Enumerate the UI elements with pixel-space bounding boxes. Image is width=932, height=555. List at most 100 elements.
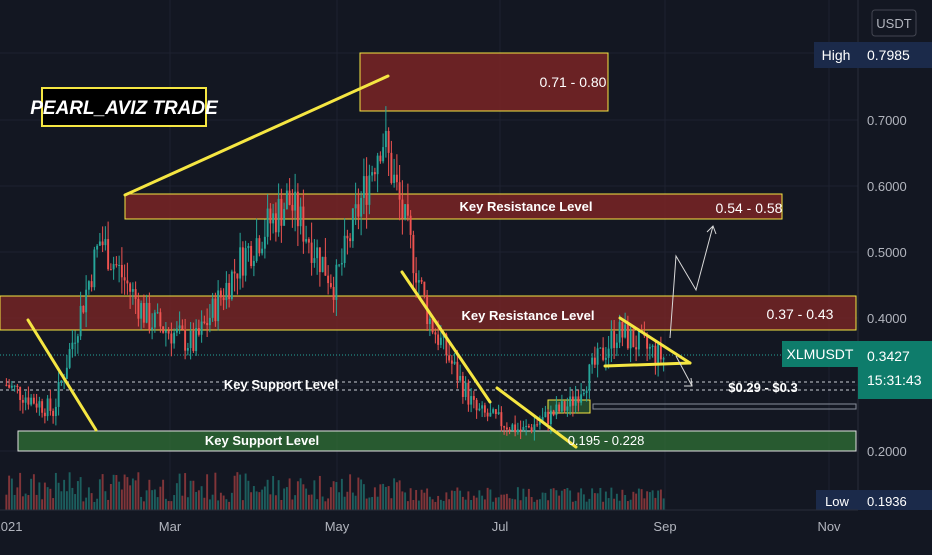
volume-bar — [54, 472, 57, 510]
volume-bar — [346, 491, 349, 510]
volume-bar — [145, 490, 148, 510]
volume-bar — [585, 501, 588, 510]
candle-body — [52, 410, 55, 417]
candle-body — [8, 385, 11, 388]
candle-body — [492, 409, 495, 413]
candle-body — [434, 332, 437, 335]
candle-body — [467, 382, 470, 405]
candle-body — [624, 324, 627, 338]
volume-bar — [137, 472, 140, 510]
volume-bar — [335, 482, 338, 510]
volume-bar — [637, 488, 640, 510]
volume-bar — [296, 481, 299, 510]
volume-bar — [244, 473, 247, 510]
volume-bar — [602, 501, 605, 510]
volume-bar — [569, 490, 572, 510]
volume-bar — [252, 486, 255, 510]
volume-bar — [566, 487, 569, 510]
volume-bar — [181, 495, 184, 510]
volume-bar — [148, 479, 151, 510]
volume-bar — [5, 494, 8, 510]
candle-body — [571, 396, 574, 406]
volume-bar — [170, 501, 173, 510]
candle-body — [142, 303, 145, 323]
candle-body — [167, 330, 170, 334]
volume-bar — [49, 488, 52, 510]
time-axis[interactable]: 2021 Mar May Jul Sep Nov — [0, 509, 932, 550]
candle-body — [585, 390, 588, 394]
volume-bar — [552, 488, 555, 510]
candle-body — [401, 199, 404, 219]
volume-bar — [481, 495, 484, 510]
candle-body — [417, 280, 420, 283]
volume-bar — [599, 487, 602, 510]
candle-body — [439, 337, 442, 345]
candle-body — [368, 175, 371, 205]
candle-body — [373, 172, 376, 175]
time-tick: Nov — [817, 519, 841, 534]
candle-body — [577, 396, 580, 403]
volume-bar — [390, 498, 393, 510]
volume-bar — [250, 492, 253, 510]
time-tick: 2021 — [0, 519, 22, 534]
volume-bar — [71, 487, 74, 510]
candle-body — [272, 213, 275, 224]
volume-bar — [478, 490, 481, 510]
zone-res-upper-label: Key Resistance Level — [460, 199, 593, 214]
candle-body — [453, 361, 456, 364]
candle-body — [483, 405, 486, 413]
candle-body — [415, 273, 418, 283]
volume-bar — [593, 493, 596, 510]
volume-bar — [577, 492, 580, 510]
volume-bar — [195, 491, 198, 510]
triangle-top — [618, 316, 692, 365]
volume-bar — [448, 499, 451, 510]
candle-body — [629, 330, 632, 349]
volume-bar — [640, 489, 643, 510]
candle-body — [236, 273, 239, 279]
volume-bar — [643, 498, 646, 510]
volume-bar — [574, 500, 577, 510]
volume-bar — [255, 491, 258, 510]
candle-body — [615, 342, 618, 348]
candle-body — [252, 260, 255, 266]
high-badge — [814, 42, 858, 68]
volume-bar — [461, 496, 464, 510]
candle-body — [555, 404, 558, 416]
trendline-may-jun-down — [400, 270, 492, 404]
volume-bar — [426, 488, 429, 510]
candle-body — [118, 264, 121, 266]
candle-body — [536, 424, 539, 426]
volume-bar — [129, 485, 132, 510]
volume-bar — [373, 487, 376, 510]
volume-bar — [131, 478, 134, 510]
candle-body — [145, 302, 148, 323]
candle-body — [607, 348, 610, 358]
volume-bar — [101, 474, 104, 510]
candle-body — [478, 408, 481, 411]
consolidation-box-2 — [592, 403, 857, 410]
volume-bar — [464, 499, 467, 510]
candle-body — [184, 329, 187, 351]
volume-bar — [500, 494, 503, 510]
volume-bar — [648, 492, 651, 510]
volume-bar — [547, 500, 550, 510]
candle-body — [85, 289, 88, 313]
candle-body — [261, 248, 264, 254]
candle-body — [533, 424, 536, 432]
last-price-badge — [858, 341, 932, 399]
price-axis[interactable]: USDT 0.7000 0.6000 0.5000 0.4000 0.2000 … — [782, 0, 932, 550]
volume-bar — [197, 490, 200, 510]
candle-body — [646, 335, 649, 349]
dashed-support-label: Key Support Level — [224, 377, 338, 392]
volume-bar — [338, 492, 341, 510]
candle-body — [71, 342, 74, 350]
watermark-text: PEARL_AVIZ TRADE — [30, 98, 219, 119]
candle-body — [527, 425, 530, 428]
volume-bar — [192, 480, 195, 510]
volume-bar — [98, 479, 101, 510]
volume-bar — [646, 491, 649, 510]
candle-body — [580, 394, 583, 403]
volume-bar — [417, 500, 420, 510]
